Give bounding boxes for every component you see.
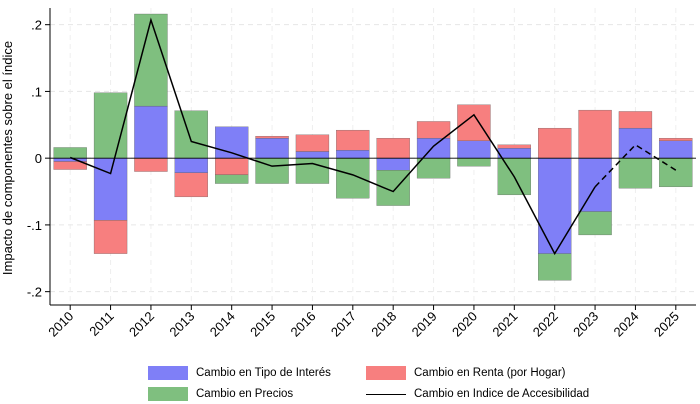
bar-1-2012 bbox=[134, 158, 168, 172]
bar-2-2017 bbox=[336, 158, 370, 199]
bar-0-2023 bbox=[578, 158, 612, 212]
bar-1-2013 bbox=[174, 172, 208, 198]
x-tick-label: 2019 bbox=[409, 309, 440, 340]
x-tick-label: 2014 bbox=[207, 309, 238, 340]
bar-0-2018 bbox=[376, 158, 410, 171]
y-tick-label: -.1 bbox=[27, 218, 42, 233]
bar-2-2020 bbox=[457, 158, 491, 167]
bar-1-2021 bbox=[497, 144, 531, 149]
bar-2-2010 bbox=[53, 147, 87, 159]
bar-2-2024 bbox=[618, 158, 653, 189]
bar-1-2020 bbox=[457, 104, 491, 141]
bar-1-2018 bbox=[376, 137, 410, 159]
x-tick-label: 2017 bbox=[328, 309, 359, 340]
bar-1-2022 bbox=[538, 127, 572, 159]
bar-0-2013 bbox=[174, 158, 208, 174]
bar-0-2024 bbox=[618, 127, 653, 159]
bar-0-2016 bbox=[295, 151, 330, 159]
bar-0-2017 bbox=[336, 150, 370, 159]
y-tick-label: .1 bbox=[31, 84, 42, 99]
bar-1-2010 bbox=[53, 161, 87, 170]
legend: Cambio en Tipo de Interés Cambio en Rent… bbox=[148, 364, 618, 404]
bar-2-2011 bbox=[93, 92, 128, 159]
legend-swatch-interest bbox=[148, 366, 188, 380]
legend-item-index: Cambio en Indice de Accesibilidad bbox=[366, 385, 589, 403]
x-tick-label: 2016 bbox=[288, 309, 319, 340]
index-line-dashed bbox=[594, 143, 677, 188]
bar-1-2014 bbox=[215, 158, 249, 176]
bar-0-2010 bbox=[53, 158, 87, 162]
legend-label-prices: Cambio en Precios bbox=[196, 388, 294, 400]
x-tick-label: 2012 bbox=[126, 309, 157, 340]
bar-1-2011 bbox=[93, 220, 128, 254]
legend-swatch-income bbox=[366, 366, 406, 380]
bar-0-2022 bbox=[538, 158, 572, 254]
bar-2-2019 bbox=[416, 158, 451, 179]
bar-2-2022 bbox=[538, 253, 572, 281]
bar-0-2021 bbox=[497, 148, 531, 159]
y-tick-label: 0 bbox=[35, 151, 42, 166]
bar-1-2016 bbox=[295, 134, 330, 152]
bar-0-2025 bbox=[659, 140, 693, 159]
x-tick-label: 2013 bbox=[166, 309, 197, 340]
legend-item-interest: Cambio en Tipo de Interés bbox=[148, 364, 331, 382]
x-tick-label: 2024 bbox=[611, 309, 642, 340]
bar-2-2018 bbox=[376, 170, 410, 206]
x-tick-label: 2020 bbox=[449, 309, 480, 340]
line-layer bbox=[69, 17, 677, 256]
bar-0-2015 bbox=[255, 137, 289, 159]
bar-1-2019 bbox=[416, 121, 451, 139]
bar-2-2023 bbox=[578, 211, 612, 236]
x-tick-label: 2021 bbox=[489, 309, 520, 340]
index-line-solid bbox=[69, 17, 596, 256]
bar-1-2015 bbox=[255, 135, 289, 139]
legend-label-interest: Cambio en Tipo de Interés bbox=[196, 367, 331, 379]
legend-label-index: Cambio en Indice de Accesibilidad bbox=[414, 388, 590, 400]
legend-line-index bbox=[366, 393, 406, 395]
y-axis-label: Impacto de componentes sobre el índice bbox=[0, 41, 15, 275]
bar-0-2011 bbox=[93, 158, 128, 221]
bar-2-2016 bbox=[295, 158, 330, 184]
bar-1-2023 bbox=[578, 109, 612, 159]
x-tick-label: 2018 bbox=[368, 309, 399, 340]
bar-0-2012 bbox=[134, 105, 168, 159]
y-tick-label: -.2 bbox=[27, 285, 42, 300]
bar-1-2025 bbox=[659, 137, 693, 141]
legend-item-income: Cambio en Renta (por Hogar) bbox=[366, 364, 566, 382]
legend-label-income: Cambio en Renta (por Hogar) bbox=[414, 367, 566, 379]
legend-swatch-prices bbox=[148, 387, 188, 401]
x-tick-label: 2015 bbox=[247, 309, 278, 340]
x-tick-label: 2011 bbox=[86, 309, 116, 339]
x-tick-label: 2022 bbox=[530, 309, 561, 340]
bar-2-2013 bbox=[174, 110, 208, 159]
legend-item-prices: Cambio en Precios bbox=[148, 385, 293, 403]
bar-0-2020 bbox=[457, 140, 491, 159]
x-tick-label: 2025 bbox=[651, 309, 682, 340]
bar-2-2012 bbox=[134, 13, 168, 107]
bar-0-2019 bbox=[416, 137, 451, 159]
x-tick-label: 2023 bbox=[570, 309, 601, 340]
bar-2-2014 bbox=[215, 174, 249, 184]
bar-1-2024 bbox=[618, 111, 653, 129]
x-tick-label: 2010 bbox=[45, 309, 76, 340]
bar-1-2017 bbox=[336, 129, 370, 151]
y-tick-label: .2 bbox=[31, 18, 42, 33]
